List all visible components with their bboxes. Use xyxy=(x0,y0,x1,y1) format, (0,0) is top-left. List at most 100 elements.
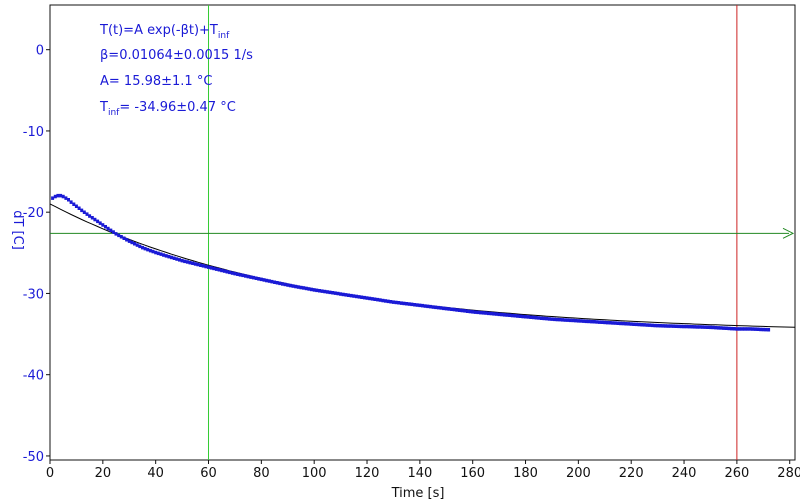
data-point xyxy=(460,308,464,313)
annotation-amplitude: A= 15.98±1.1 °C xyxy=(100,74,212,89)
data-point xyxy=(270,279,274,284)
data-point xyxy=(304,286,308,291)
data-point xyxy=(283,282,287,287)
data-point xyxy=(558,317,562,322)
data-point xyxy=(59,193,63,198)
data-point xyxy=(751,327,755,331)
data-point xyxy=(64,196,68,200)
data-point xyxy=(481,311,485,315)
fit-line xyxy=(49,203,796,328)
data-point xyxy=(518,314,522,318)
data-point xyxy=(323,289,327,294)
fit-annotation: T(t)=A exp(-βt)+Tinf β=0.01064±0.0015 1/… xyxy=(99,23,253,118)
data-point xyxy=(724,326,728,330)
data-point xyxy=(191,261,195,265)
data-point xyxy=(426,304,430,309)
data-point xyxy=(233,271,237,276)
y-tick-label: 0 xyxy=(36,44,44,59)
data-point xyxy=(727,326,731,331)
data-point xyxy=(436,305,440,310)
data-point xyxy=(159,252,163,256)
x-tick-label: 100 xyxy=(302,466,327,481)
x-tick-label: 40 xyxy=(147,466,164,481)
data-point xyxy=(72,202,76,206)
data-point xyxy=(373,297,377,301)
data-point xyxy=(109,228,113,233)
cursor-arrow-icon[interactable] xyxy=(782,227,795,239)
data-point xyxy=(521,314,525,319)
data-point xyxy=(687,324,691,329)
data-point xyxy=(761,327,765,332)
data-point xyxy=(674,324,678,328)
data-point xyxy=(619,321,623,326)
data-point xyxy=(328,290,332,295)
x-tick-label: 0 xyxy=(46,466,54,481)
data-point xyxy=(117,233,121,238)
data-point xyxy=(695,325,699,329)
data-point xyxy=(296,285,300,289)
data-point xyxy=(732,327,736,331)
data-point xyxy=(90,216,94,220)
data-point xyxy=(278,281,282,286)
data-point xyxy=(228,270,232,275)
data-point xyxy=(465,309,469,313)
data-point xyxy=(310,287,313,292)
data-point xyxy=(148,248,152,253)
data-point xyxy=(650,323,654,328)
data-point xyxy=(111,230,115,234)
data-point xyxy=(344,293,348,297)
data-point xyxy=(273,280,277,284)
data-point xyxy=(532,315,535,320)
x-tick-label: 120 xyxy=(355,466,380,481)
data-point xyxy=(61,194,65,199)
data-point xyxy=(88,214,92,218)
data-point xyxy=(325,290,329,294)
data-point xyxy=(119,235,123,239)
data-point xyxy=(180,258,184,263)
data-point xyxy=(603,320,607,325)
data-point xyxy=(318,289,321,293)
data-point xyxy=(682,324,686,329)
data-point xyxy=(56,193,60,198)
data-point xyxy=(347,293,350,297)
data-point xyxy=(106,226,110,231)
x-tick-label: 200 xyxy=(566,466,591,481)
data-point xyxy=(595,320,599,324)
data-point xyxy=(391,300,395,304)
data-point xyxy=(418,303,422,308)
data-point xyxy=(685,324,689,329)
data-point xyxy=(500,312,504,317)
data-point xyxy=(333,291,337,295)
plot-frame xyxy=(49,4,796,461)
cursors[interactable] xyxy=(50,5,795,460)
data-point xyxy=(666,324,670,328)
data-point xyxy=(743,327,747,331)
x-tick-label: 80 xyxy=(253,466,270,481)
data-point xyxy=(526,315,530,319)
data-point xyxy=(188,260,192,265)
data-point xyxy=(764,327,768,332)
data-point xyxy=(222,269,226,273)
data-point xyxy=(389,300,393,304)
x-tick-label: 160 xyxy=(460,466,485,481)
data-point xyxy=(656,323,660,328)
data-point xyxy=(212,266,216,271)
x-tick-label: 280 xyxy=(777,466,800,481)
data-point xyxy=(265,278,269,283)
data-point xyxy=(555,317,559,322)
data-point xyxy=(394,300,398,305)
data-point xyxy=(104,225,107,229)
data-point xyxy=(545,316,549,321)
data-point xyxy=(307,287,311,291)
data-point xyxy=(98,221,102,225)
data-point xyxy=(722,326,726,330)
data-point xyxy=(505,313,509,317)
data-point xyxy=(288,283,292,288)
data-point xyxy=(629,322,633,326)
data-point xyxy=(431,305,435,309)
data-point xyxy=(85,212,89,216)
data-point xyxy=(463,309,467,313)
data-point xyxy=(251,275,255,280)
data-point xyxy=(616,321,620,325)
data-point xyxy=(204,264,208,269)
